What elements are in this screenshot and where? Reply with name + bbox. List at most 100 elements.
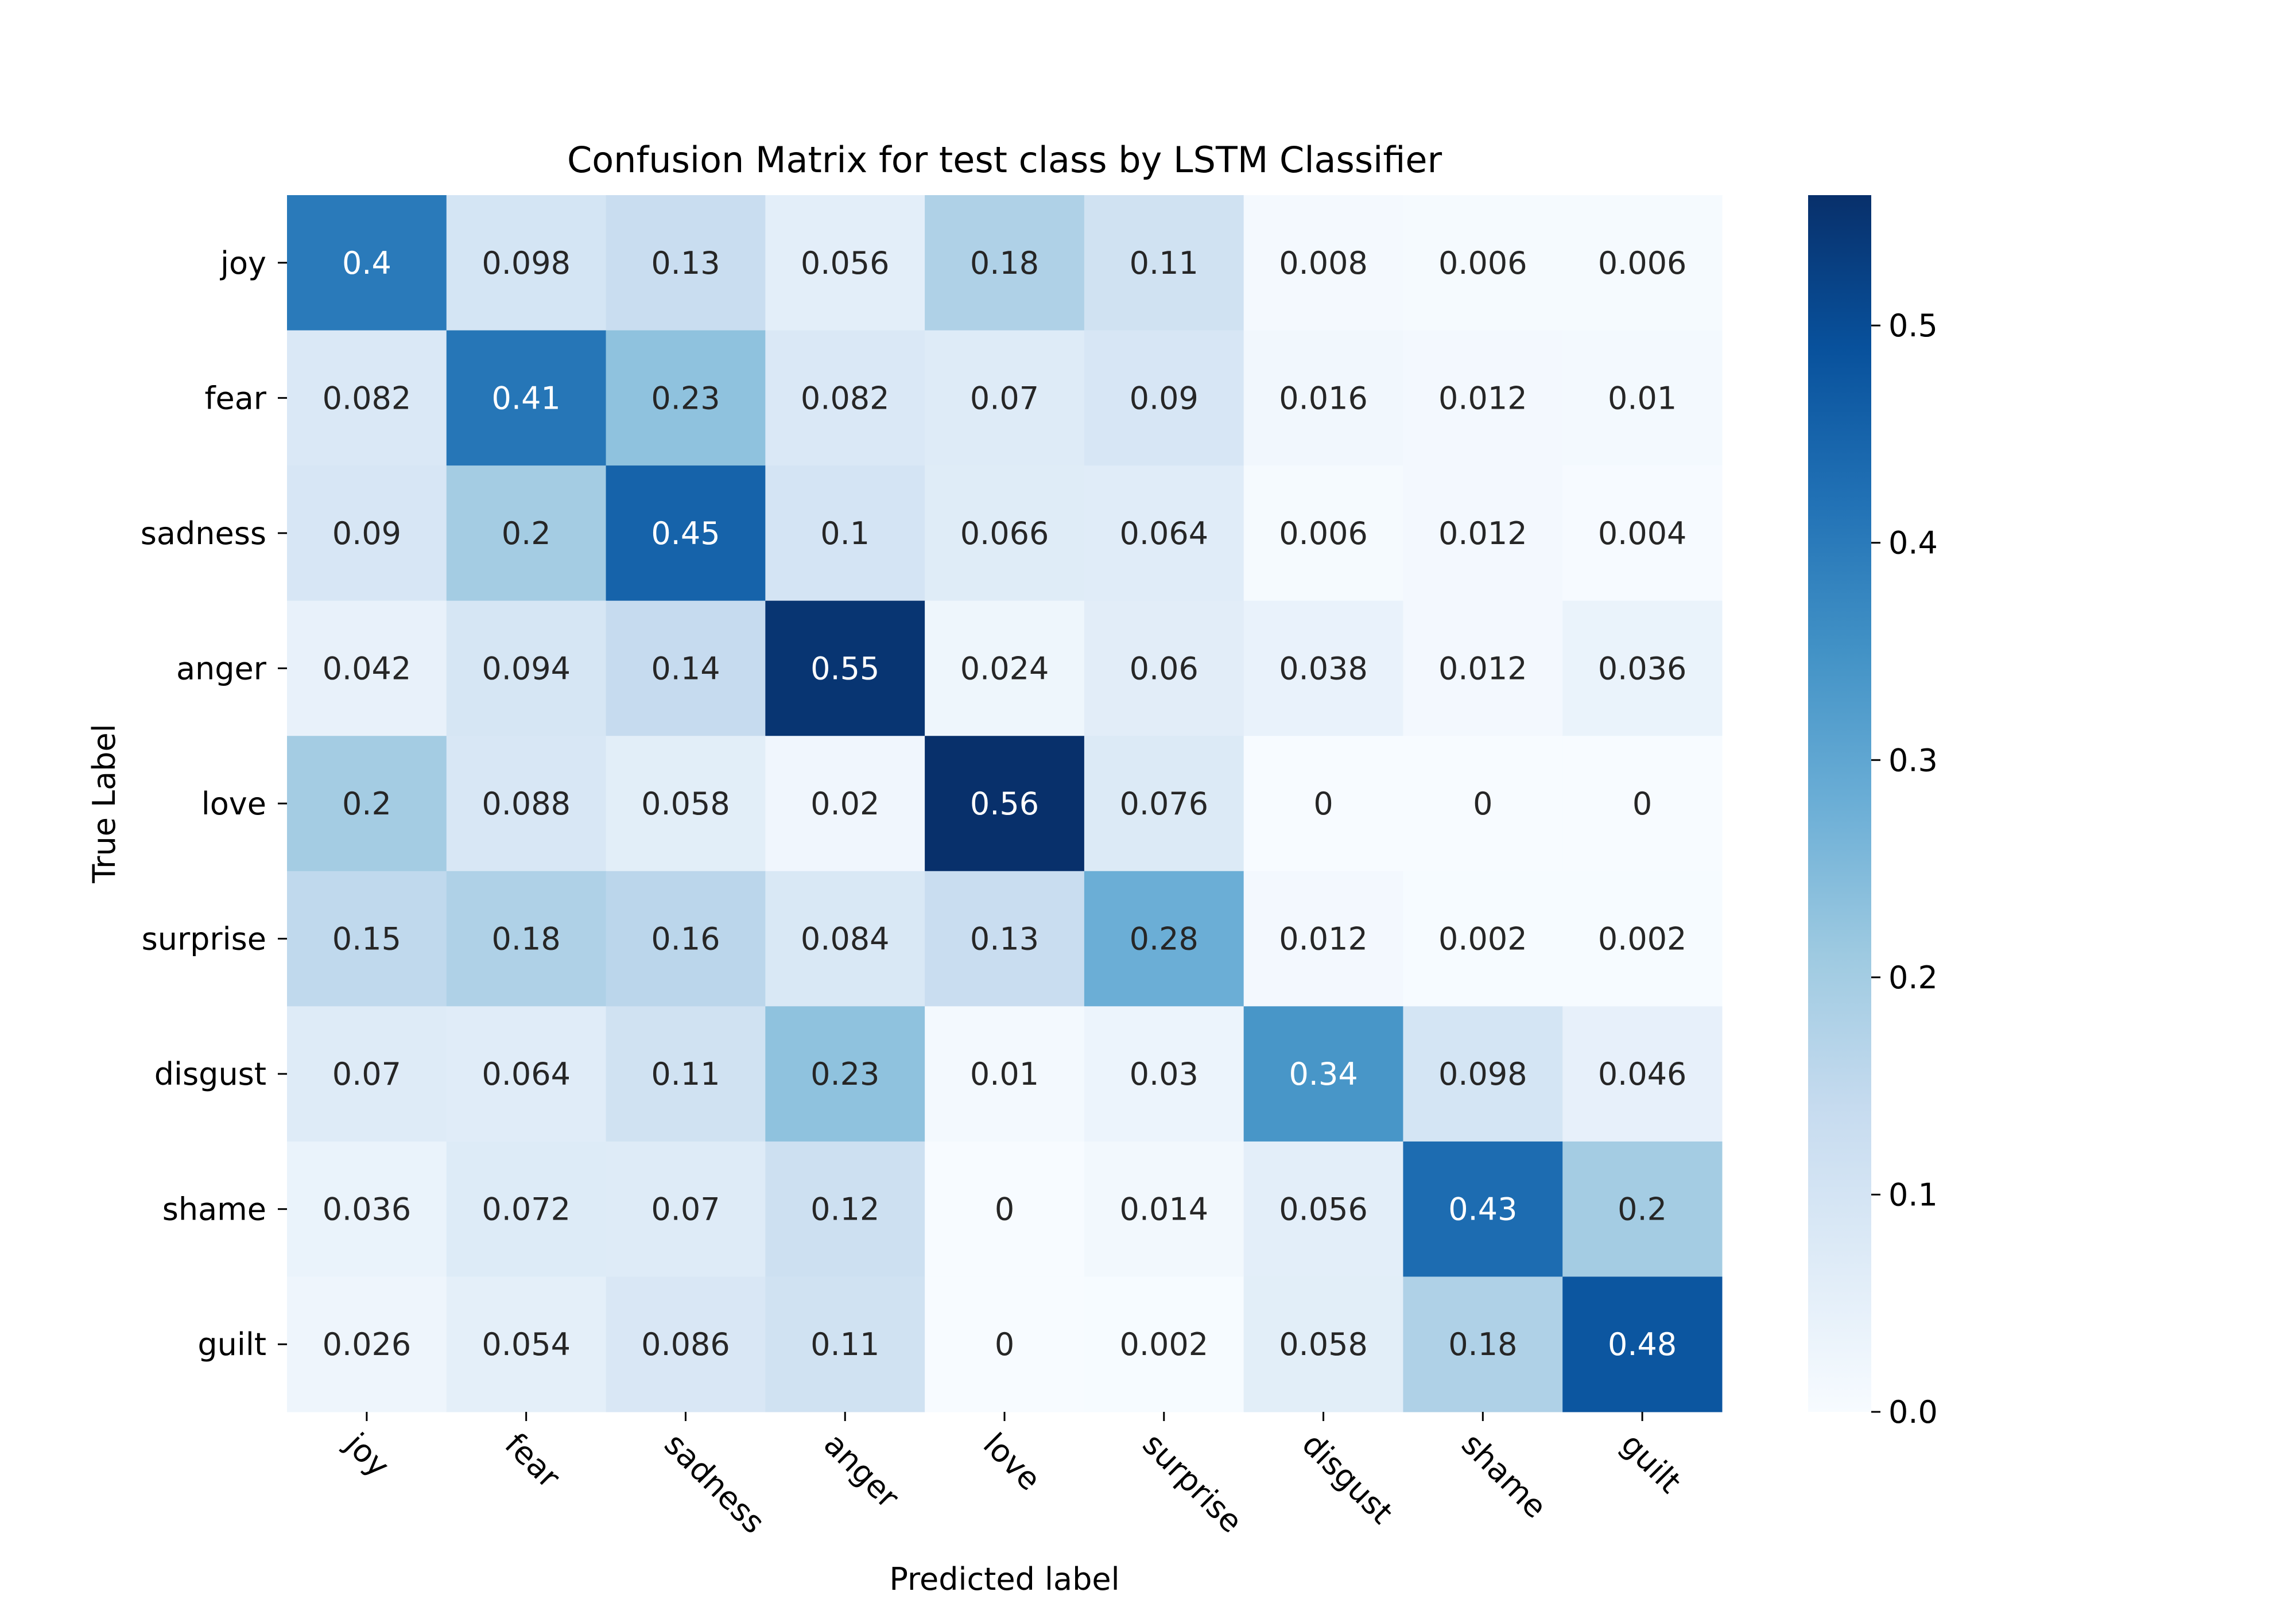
colorbar-tick-label: 0.5 <box>1888 308 1938 344</box>
heatmap-cell <box>1084 465 1244 601</box>
heatmap-cell <box>765 736 925 872</box>
cell-value-label: 0.06 <box>1130 650 1199 686</box>
heatmap-cell <box>446 600 607 736</box>
heatmap-cell <box>606 195 766 331</box>
heatmap-cell <box>446 1276 607 1412</box>
y-tick-label: sadness <box>141 515 266 552</box>
heatmap-cell <box>1403 736 1563 872</box>
heatmap-cell <box>1084 736 1244 872</box>
y-axis-label: True Label <box>86 724 122 884</box>
cell-value-label: 0.2 <box>502 515 551 552</box>
heatmap-cell <box>287 1141 447 1277</box>
cell-value-label: 0.01 <box>970 1056 1039 1092</box>
heatmap-cell <box>287 871 447 1007</box>
cell-value-label: 0.09 <box>332 515 401 552</box>
cell-value-label: 0.086 <box>641 1326 730 1363</box>
heatmap-cell <box>925 1276 1085 1412</box>
heatmap-cell <box>1243 465 1403 601</box>
cell-value-label: 0.006 <box>1598 245 1687 281</box>
cell-value-label: 0.036 <box>1598 650 1687 686</box>
heatmap-cell <box>925 465 1085 601</box>
cell-value-label: 0.56 <box>970 786 1039 822</box>
y-tick-label: surprise <box>142 921 266 957</box>
y-tick-label: fear <box>204 380 266 416</box>
heatmap-cell <box>925 330 1085 466</box>
y-axis-ticks: joy fear sadness anger love surprise disgust sh… <box>141 245 287 1363</box>
heatmap-cell <box>446 1006 607 1142</box>
cell-value-label: 0.008 <box>1279 245 1368 281</box>
cell-value-label: 0.02 <box>810 786 879 822</box>
heatmap-cells <box>287 195 1723 1412</box>
cell-value-label: 0.23 <box>810 1056 879 1092</box>
cell-value-label: 0.23 <box>651 380 720 416</box>
cell-value-label: 0.094 <box>482 650 571 686</box>
heatmap-cell <box>1084 195 1244 331</box>
heatmap-cell <box>1084 330 1244 466</box>
cell-value-label: 0.064 <box>482 1056 571 1092</box>
cell-value-label: 0.038 <box>1279 650 1368 686</box>
heatmap-cell <box>1562 1141 1723 1277</box>
heatmap-cell <box>1084 1276 1244 1412</box>
heatmap-cell <box>1243 1006 1403 1142</box>
cell-value-label: 0.098 <box>482 245 571 281</box>
heatmap-cell <box>1403 600 1563 736</box>
heatmap-cell <box>606 1006 766 1142</box>
cell-value-label: 0.026 <box>323 1326 412 1363</box>
heatmap-cell <box>287 465 447 601</box>
cell-value-label: 0 <box>995 1191 1014 1228</box>
cell-value-label: 0.064 <box>1119 515 1208 552</box>
cell-value-label: 0.18 <box>1448 1326 1517 1363</box>
colorbar: 0.0 0.1 0.2 0.3 0.4 0.5 <box>1808 195 1938 1430</box>
cell-value-label: 0.18 <box>492 921 561 957</box>
heatmap-cell <box>1403 1141 1563 1277</box>
heatmap-cell <box>606 600 766 736</box>
heatmap-cell <box>1403 1276 1563 1412</box>
cell-value-label: 0.43 <box>1448 1191 1517 1228</box>
colorbar-tick-label: 0.3 <box>1888 742 1938 778</box>
cell-value-label: 0.082 <box>323 380 412 416</box>
heatmap-cell <box>287 736 447 872</box>
heatmap-cell <box>765 465 925 601</box>
colorbar-tick-label: 0.1 <box>1888 1177 1938 1213</box>
cell-value-label: 0.082 <box>801 380 890 416</box>
heatmap-cell <box>765 1276 925 1412</box>
cell-value-label: 0.07 <box>332 1056 401 1092</box>
heatmap-cell <box>1243 195 1403 331</box>
colorbar-tick-label: 0.2 <box>1888 960 1938 996</box>
heatmap-cell <box>765 330 925 466</box>
cell-value-label: 0.18 <box>970 245 1039 281</box>
cell-value-label: 0.088 <box>482 786 571 822</box>
heatmap-cell <box>446 736 607 872</box>
heatmap-cell <box>287 1006 447 1142</box>
heatmap-cell <box>1243 1276 1403 1412</box>
cell-value-label: 0.13 <box>651 245 720 281</box>
cell-value-label: 0.15 <box>332 921 401 957</box>
cell-value-label: 0 <box>995 1326 1014 1363</box>
cell-value-label: 0.41 <box>492 380 561 416</box>
y-tick-label: disgust <box>154 1056 266 1092</box>
heatmap-cell <box>1084 600 1244 736</box>
y-tick-label: love <box>201 786 266 822</box>
heatmap-cell <box>925 195 1085 331</box>
cell-value-label: 0.45 <box>651 515 720 552</box>
cell-value-label: 0.058 <box>641 786 730 822</box>
cell-value-label: 0.054 <box>482 1326 571 1363</box>
heatmap-cell <box>287 195 447 331</box>
heatmap-cell <box>1084 1006 1244 1142</box>
heatmap-cell <box>1562 195 1723 331</box>
heatmap-cell <box>287 600 447 736</box>
heatmap-cell <box>1243 330 1403 466</box>
cell-value-label: 0.014 <box>1119 1191 1208 1228</box>
cell-value-label: 0 <box>1313 786 1333 822</box>
cell-value-label: 0.084 <box>801 921 890 957</box>
heatmap-cell <box>606 1276 766 1412</box>
heatmap-cell <box>765 600 925 736</box>
cell-value-label: 0.16 <box>651 921 720 957</box>
cell-value-label: 0.056 <box>801 245 890 281</box>
heatmap-cell <box>446 330 607 466</box>
chart-title: Confusion Matrix for test class by LSTM … <box>567 139 1442 181</box>
heatmap-cell <box>1403 1006 1563 1142</box>
heatmap-cell <box>765 1006 925 1142</box>
colorbar-ticks: 0.0 0.1 0.2 0.3 0.4 0.5 <box>1871 308 1938 1430</box>
x-axis-label: Predicted label <box>889 1561 1119 1597</box>
